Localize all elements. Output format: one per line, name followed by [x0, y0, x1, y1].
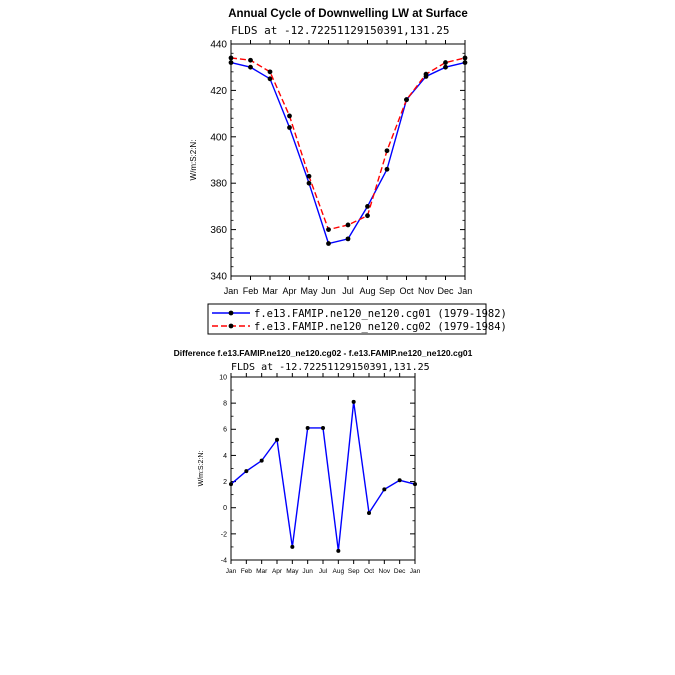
data-point: [365, 213, 370, 219]
data-point: [228, 55, 234, 61]
x-tick-label: Aug: [333, 568, 345, 575]
data-point: [248, 64, 253, 70]
x-tick-label: Jan: [224, 286, 239, 296]
y-tick-label: 420: [210, 86, 227, 97]
x-tick-label: Aug: [359, 286, 375, 296]
y-axis-label: W/m:S:2:N:: [198, 451, 205, 487]
x-tick-label: May: [300, 286, 318, 296]
x-tick-label: Jun: [302, 568, 313, 575]
data-point: [443, 60, 448, 65]
data-point: [367, 510, 371, 515]
y-tick-label: 400: [210, 132, 227, 143]
data-point: [287, 113, 292, 119]
x-tick-label: Jan: [410, 568, 421, 575]
x-tick-label: Sep: [348, 568, 360, 575]
data-point: [321, 425, 325, 430]
data-point: [229, 482, 233, 487]
data-point: [345, 222, 351, 228]
chart-subtitle: FLDS at -12.72251129150391,131.25: [231, 24, 450, 37]
x-tick-label: Nov: [418, 286, 435, 296]
legend-label: f.e13.FAMIP.ne120_ne120.cg02 (1979-1984): [254, 321, 507, 333]
data-point: [228, 60, 234, 65]
data-point: [336, 548, 341, 553]
series-line: [230, 57, 466, 231]
legend-label: f.e13.FAMIP.ne120_ne120.cg01 (1979-1982): [254, 308, 507, 320]
y-tick-label: -2: [221, 531, 227, 538]
data-point: [287, 125, 292, 130]
y-tick-label: 6: [223, 427, 227, 434]
legend-box: [207, 303, 487, 335]
x-tick-label: Feb: [243, 286, 259, 296]
x-tick-label: Mar: [256, 568, 268, 575]
data-point: [382, 487, 387, 492]
data-point: [244, 469, 249, 474]
y-tick-label: 4: [223, 453, 227, 460]
y-tick-label: 2: [223, 479, 227, 486]
data-point: [462, 60, 468, 65]
legend-marker: [228, 310, 234, 316]
chart-title: Annual Cycle of Downwelling LW at Surfac…: [228, 8, 468, 20]
x-tick-label: Jan: [226, 568, 237, 575]
plot-frame: [230, 376, 416, 561]
chart-subtitle: FLDS at -12.72251129150391,131.25: [231, 362, 430, 373]
data-point: [267, 69, 273, 75]
data-point: [326, 227, 331, 233]
x-tick-label: Oct: [364, 568, 374, 575]
y-tick-label: 360: [210, 225, 227, 236]
data-point: [306, 173, 312, 179]
y-tick-label: -4: [221, 557, 227, 564]
x-tick-label: Apr: [282, 286, 296, 296]
data-point: [462, 55, 468, 61]
data-point: [248, 57, 253, 63]
x-tick-label: Dec: [437, 286, 454, 296]
legend: f.e13.FAMIP.ne120_ne120.cg01 (1979-1982)…: [207, 303, 507, 335]
y-tick-label: 0: [223, 505, 227, 512]
data-point: [404, 97, 409, 103]
data-point: [384, 166, 390, 172]
data-point: [259, 458, 264, 463]
y-tick-label: 8: [223, 401, 227, 408]
data-point: [345, 236, 351, 242]
data-point: [305, 425, 310, 430]
x-tick-label: Dec: [394, 568, 406, 575]
x-tick-label: Nov: [379, 568, 391, 575]
data-point: [443, 64, 448, 70]
data-point: [306, 180, 312, 186]
x-tick-label: May: [286, 568, 299, 575]
y-tick-label: 340: [210, 272, 227, 283]
x-tick-label: Oct: [399, 286, 414, 296]
data-point: [397, 478, 402, 483]
data-point: [384, 148, 390, 154]
y-axis-label: W/m:S:2:N:: [189, 140, 198, 181]
x-tick-label: Jan: [458, 286, 473, 296]
y-tick-label: 10: [219, 374, 227, 381]
series-line: [230, 401, 416, 551]
data-point: [413, 482, 417, 487]
y-tick-label: 440: [210, 40, 227, 51]
y-tick-label: 380: [210, 179, 227, 190]
data-point: [423, 71, 429, 77]
data-point: [275, 437, 279, 442]
chart-title: Difference f.e13.FAMIP.ne120_ne120.cg02 …: [174, 348, 473, 358]
data-point: [326, 241, 331, 246]
x-tick-label: Apr: [272, 568, 283, 575]
data-point: [290, 544, 295, 549]
legend-marker: [228, 323, 234, 329]
x-tick-label: Jul: [342, 286, 354, 296]
x-tick-label: Feb: [241, 568, 253, 575]
data-point: [267, 76, 273, 82]
x-tick-label: Jun: [321, 286, 336, 296]
data-point: [351, 399, 356, 404]
x-tick-label: Jul: [319, 568, 328, 575]
data-point: [365, 204, 370, 209]
difference-chart: Difference f.e13.FAMIP.ne120_ne120.cg02 …: [174, 348, 473, 575]
x-tick-label: Sep: [379, 286, 395, 296]
x-tick-label: Mar: [262, 286, 278, 296]
series-line: [230, 61, 466, 245]
annual-cycle-chart: Annual Cycle of Downwelling LW at Surfac…: [189, 8, 507, 335]
